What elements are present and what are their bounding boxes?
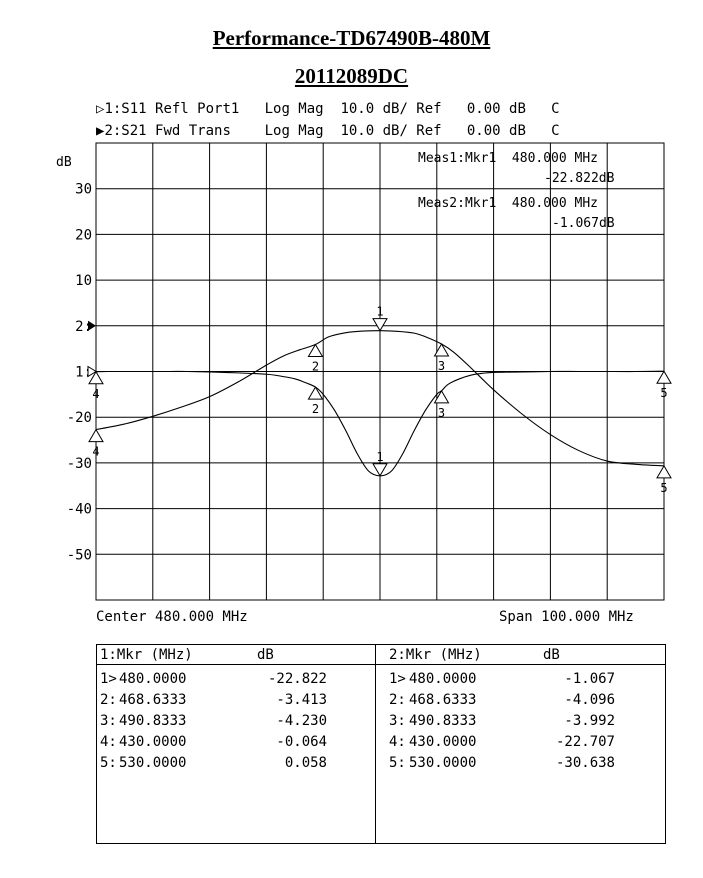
table2-cell-val: -4.096 [564,692,615,708]
table1-cell-freq: 430.0000 [119,734,187,750]
chart-markers: 1 2 3 4 5 1 2 3 4 5 [88,305,672,495]
y-tick-label: -30 [67,456,92,472]
table2-cell-freq: 530.0000 [409,755,477,771]
marker-label: 2 [312,402,319,416]
marker-table: 1:Mkr (MHz) dB 2:Mkr (MHz) dB 1> 480.0000… [96,644,666,844]
table2-cell-id: 3: [389,713,406,729]
marker-label: 1 [376,450,383,464]
y-axis-label: dB [56,155,72,170]
table1-cell-id: 4: [100,734,117,750]
table1-cell-val: -3.413 [276,692,327,708]
trace1-reference-icon [87,365,97,378]
table2-cell-val: -3.992 [564,713,615,729]
table2-cell-val: -30.638 [555,755,615,771]
table2-cell-val: -22.707 [555,734,615,750]
table2-cell-freq: 490.8333 [409,713,477,729]
marker-label: 4 [92,387,99,401]
marker-3-s11-icon [433,389,450,404]
y-tick-label: -40 [67,502,92,518]
table1-cell-val: -4.230 [276,713,327,729]
span-label: Span 100.000 MHz [499,609,634,625]
marker-4-s21-icon [88,428,104,443]
marker-label: 5 [660,386,667,400]
table1-cell-val: -22.822 [267,671,327,687]
y-tick-label: -20 [67,410,92,426]
table1-cell-id: 3: [100,713,117,729]
y-tick-label: 30 [75,182,92,198]
trace1-header-text: 1:S11 Refl Port1 Log Mag 10.0 dB/ Ref 0.… [104,101,560,117]
trace2-reference-icon [88,320,96,331]
marker-2-s21-icon [307,343,324,358]
marker-label: 3 [438,359,445,373]
table2-cell-freq: 430.0000 [409,734,477,750]
marker-5-s11-icon [656,370,672,384]
marker-label: 2 [312,360,319,374]
table1-header-mkr: 1:Mkr (MHz) [100,647,193,663]
trace1-header: ▷1:S11 Refl Port1 Log Mag 10.0 dB/ Ref 0… [96,101,560,117]
trace1-marker-icon: ▷ [96,101,105,117]
marker-5-s21-icon [656,464,672,479]
marker-label: 5 [660,481,667,495]
trace2-marker-icon: ▶ [96,123,105,139]
readout1-line2: -22.822dB [544,171,615,186]
table1-cell-freq: 490.8333 [119,713,187,729]
marker-3-s21-icon [433,343,450,357]
table1-cell-id: 1> [100,671,117,687]
table2-cell-id: 4: [389,734,406,750]
y-tick-label: 2: [75,319,92,335]
table2-header-mkr: 2:Mkr (MHz) [389,647,482,663]
page-subtitle: 20112089DC [294,64,409,88]
marker-1-s11-icon [372,463,388,477]
marker-label: 1 [376,305,383,319]
center-frequency-label: Center 480.000 MHz [96,609,248,625]
table2-cell-id: 5: [389,755,406,771]
table2-cell-val: -1.067 [564,671,615,687]
table2-cell-freq: 480.0000 [409,671,477,687]
marker-2-s11-icon [307,386,324,400]
marker-4-s11-icon [88,370,104,385]
trace2-header-text: 2:S21 Fwd Trans Log Mag 10.0 dB/ Ref 0.0… [104,123,560,139]
trace2-header: ▶2:S21 Fwd Trans Log Mag 10.0 dB/ Ref 0.… [96,123,560,139]
table1-header-db: dB [257,647,274,663]
readout2-line1: Meas2:Mkr1 480.000 MHz [418,196,598,211]
trace-line-s11 [95,370,665,477]
table1-cell-id: 2: [100,692,117,708]
page-title: Performance-TD67490B-480M [212,26,491,50]
marker-label: 4 [92,445,99,459]
table1-cell-freq: 530.0000 [119,755,187,771]
marker-1-s21-icon [372,318,388,332]
table2-header-db: dB [543,647,560,663]
table2-cell-id: 2: [389,692,406,708]
table1-cell-freq: 480.0000 [119,671,187,687]
table2-cell-freq: 468.6333 [409,692,477,708]
table1-cell-id: 5: [100,755,117,771]
marker-readouts: Meas1:Mkr1 480.000 MHz -22.822dB Meas2:M… [418,151,615,231]
y-tick-label: 20 [75,227,92,243]
marker-label: 3 [438,406,445,420]
table-header-divider [97,664,665,665]
table-column-divider [375,645,376,843]
table1-cell-freq: 468.6333 [119,692,187,708]
readout2-line2: -1.067dB [552,216,615,231]
readout1-line1: Meas1:Mkr1 480.000 MHz [418,151,598,166]
table1-cell-val: 0.058 [284,755,327,771]
table1-cell-val: -0.064 [276,734,327,750]
table2-cell-id: 1> [389,671,406,687]
y-tick-label: -50 [67,547,92,563]
y-tick-label: 10 [75,273,92,289]
